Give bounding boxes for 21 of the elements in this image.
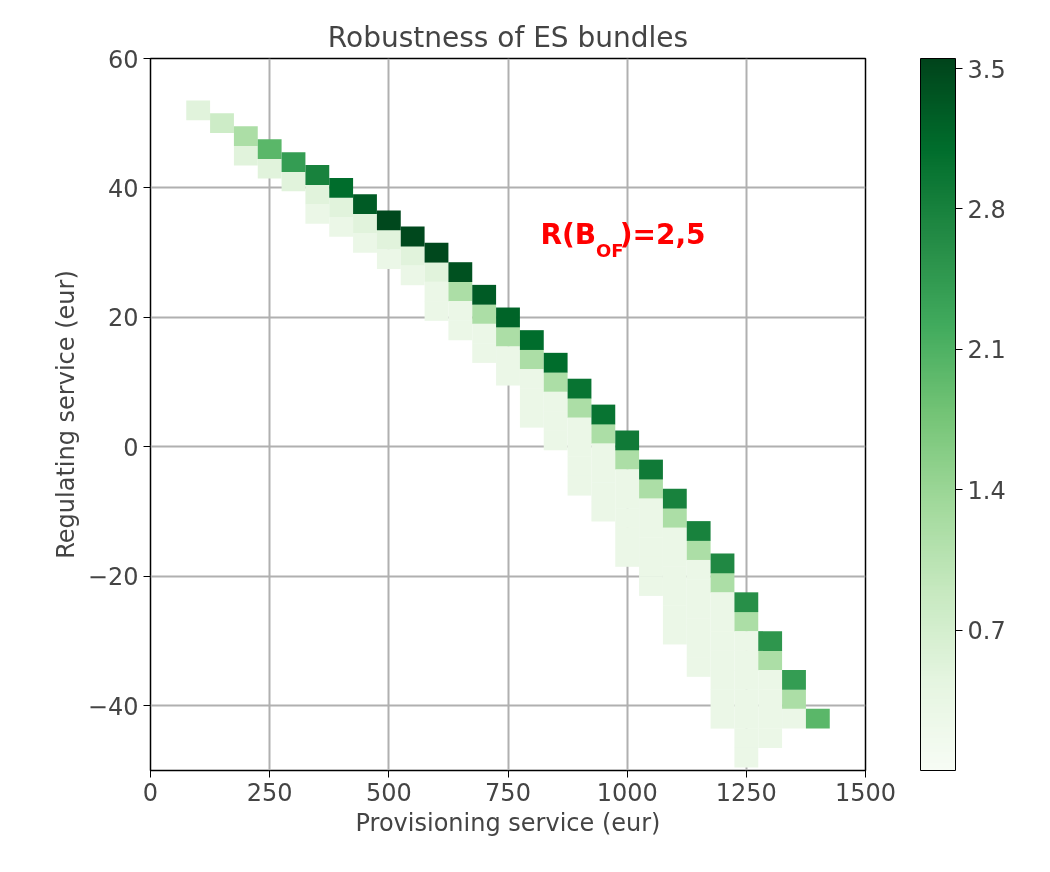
- color-bar-label: 3.5: [967, 55, 1006, 84]
- color-bar-label: 2.8: [967, 195, 1006, 224]
- x-tick-label: 1250: [715, 778, 777, 807]
- color-bar-label: 0.7: [967, 617, 1006, 646]
- x-tick-label: 1500: [834, 778, 897, 807]
- y-tick-label: −40: [87, 692, 139, 721]
- x-tick-label: 250: [246, 778, 293, 807]
- color-bar-label: 2.1: [967, 336, 1006, 365]
- y-axis-title: Regulating service (eur): [51, 270, 80, 559]
- y-tick-label: 60: [107, 45, 139, 74]
- color-bar-label: 1.4: [967, 476, 1006, 505]
- x-axis-title: Provisioning service (eur): [355, 808, 661, 837]
- x-tick-label: 1000: [596, 778, 658, 807]
- y-tick-label: 0: [123, 433, 139, 462]
- y-tick-label: 20: [107, 304, 139, 333]
- y-tick-label: 40: [107, 174, 139, 203]
- y-tick-label: −20: [87, 563, 139, 592]
- chart-title: Robustness of ES bundles: [327, 20, 689, 54]
- x-tick-label: 500: [365, 778, 412, 807]
- x-tick-label: 0: [142, 778, 159, 807]
- x-tick-label: 750: [485, 778, 531, 807]
